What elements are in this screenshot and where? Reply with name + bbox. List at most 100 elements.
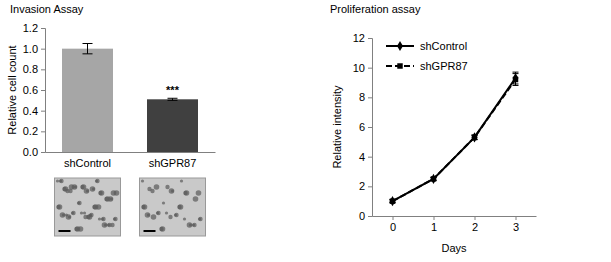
error-cap [168,98,178,99]
cell-dot [169,188,175,194]
bar-chart: Invasion AssayRelative cell count0.00.20… [6,3,216,236]
y-tick-label: 1.0 [23,43,38,55]
cell-dot [142,204,148,210]
cell-dot [183,217,186,220]
series-line [393,78,516,201]
y-tick: 10 [353,62,372,74]
y-axis: 0.00.20.40.60.81.01.2 [23,22,46,158]
y-tick-mark [41,111,45,112]
cell-dot [92,187,95,190]
x-tick-label: 3 [513,221,519,233]
cell-dot [71,211,75,215]
y-tick-mark [41,69,45,70]
y-tick-label: 2 [359,180,365,192]
y-tick-mark [368,38,372,39]
x-axis: shControl shGPR87 [46,152,216,169]
legend-entry: shGPR87 [386,60,468,72]
x-tick-mark [393,216,394,220]
x-tick-mark [434,216,435,220]
y-tick-mark [368,157,372,158]
y-tick-mark [41,152,45,153]
cell-dot [77,201,81,205]
x-tick: 2 [472,216,478,233]
x-tick: shGPR87 [149,152,197,169]
error-bar [168,98,178,100]
y-tick-mark [41,90,45,91]
y-tick: 2 [359,180,372,192]
error-cap [513,73,519,74]
cell-dot [147,213,150,216]
cell-dot [74,185,77,188]
cell-dot [83,211,86,214]
y-tick-label: 0.8 [23,63,38,75]
bar [147,99,198,152]
cell-dot [104,223,107,226]
scale-bar [144,230,156,232]
y-tick-label: 1.2 [23,22,38,34]
x-tick: 3 [513,216,519,233]
error-cap [168,100,178,101]
marker [431,176,436,181]
y-tick-label: 0 [359,210,365,222]
y-tick-mark [368,97,372,98]
y-tick-label: 8 [359,91,365,103]
y-tick: 0 [359,210,372,222]
y-axis-title: Relative intensity [331,85,343,169]
cell-dot [99,190,105,196]
cell-dot [63,186,69,192]
series-line [393,80,516,202]
cell-dot [96,204,102,210]
y-tick-label: 0.6 [23,84,38,96]
micrograph-frame [55,178,121,236]
error-cap [513,85,519,86]
x-tick: 1 [431,216,437,233]
title: Proliferation assay [330,3,421,15]
x-axis-line [373,216,537,217]
marker [513,77,518,82]
annotation: *** [166,84,180,96]
cell-dot [198,217,202,221]
cell-dot [168,215,172,219]
y-tick: 0.2 [23,125,45,137]
cell-dot [154,184,160,190]
y-tick-mark [41,28,45,29]
x-tick-mark [475,216,476,220]
marker [390,198,395,203]
x-tick-label: shControl [64,157,111,169]
y-tick-mark [368,68,372,69]
marker [472,135,477,140]
legend-entry: shControl [386,40,467,52]
y-axis-line [368,39,373,217]
cell-dot [72,184,78,190]
cell-dot [192,223,196,227]
cell-dot [162,201,165,204]
cell-dot [114,190,120,196]
y-tick: 0.6 [23,84,45,96]
y-tick: 0.8 [23,63,45,75]
scale-bar [59,230,71,232]
legend-label: shControl [420,40,467,52]
legend-marker [397,41,403,51]
cell-dot [65,213,68,216]
cell-dot [78,226,84,232]
y-tick-label: 10 [353,62,365,74]
y-tick-mark [41,49,45,50]
cell-dot [187,222,193,228]
y-tick-mark [368,216,372,217]
error-bar [513,72,519,84]
y-tick-label: 6 [359,121,365,133]
cell-dot [151,214,157,220]
cell-dot [174,213,178,217]
cell-dot [59,179,63,183]
x-tick-label: 2 [472,221,478,233]
cell-dot [147,187,151,191]
y-tick: 4 [359,151,372,163]
cell-dot [66,214,72,220]
figure: Invasion AssayRelative cell count0.00.20… [0,0,611,262]
bar [62,49,113,152]
cell-dot [189,223,192,226]
y-tick-label: 12 [353,32,365,44]
micrograph [140,178,206,236]
cell-dot [110,223,114,227]
x-tick-mark [516,216,517,220]
